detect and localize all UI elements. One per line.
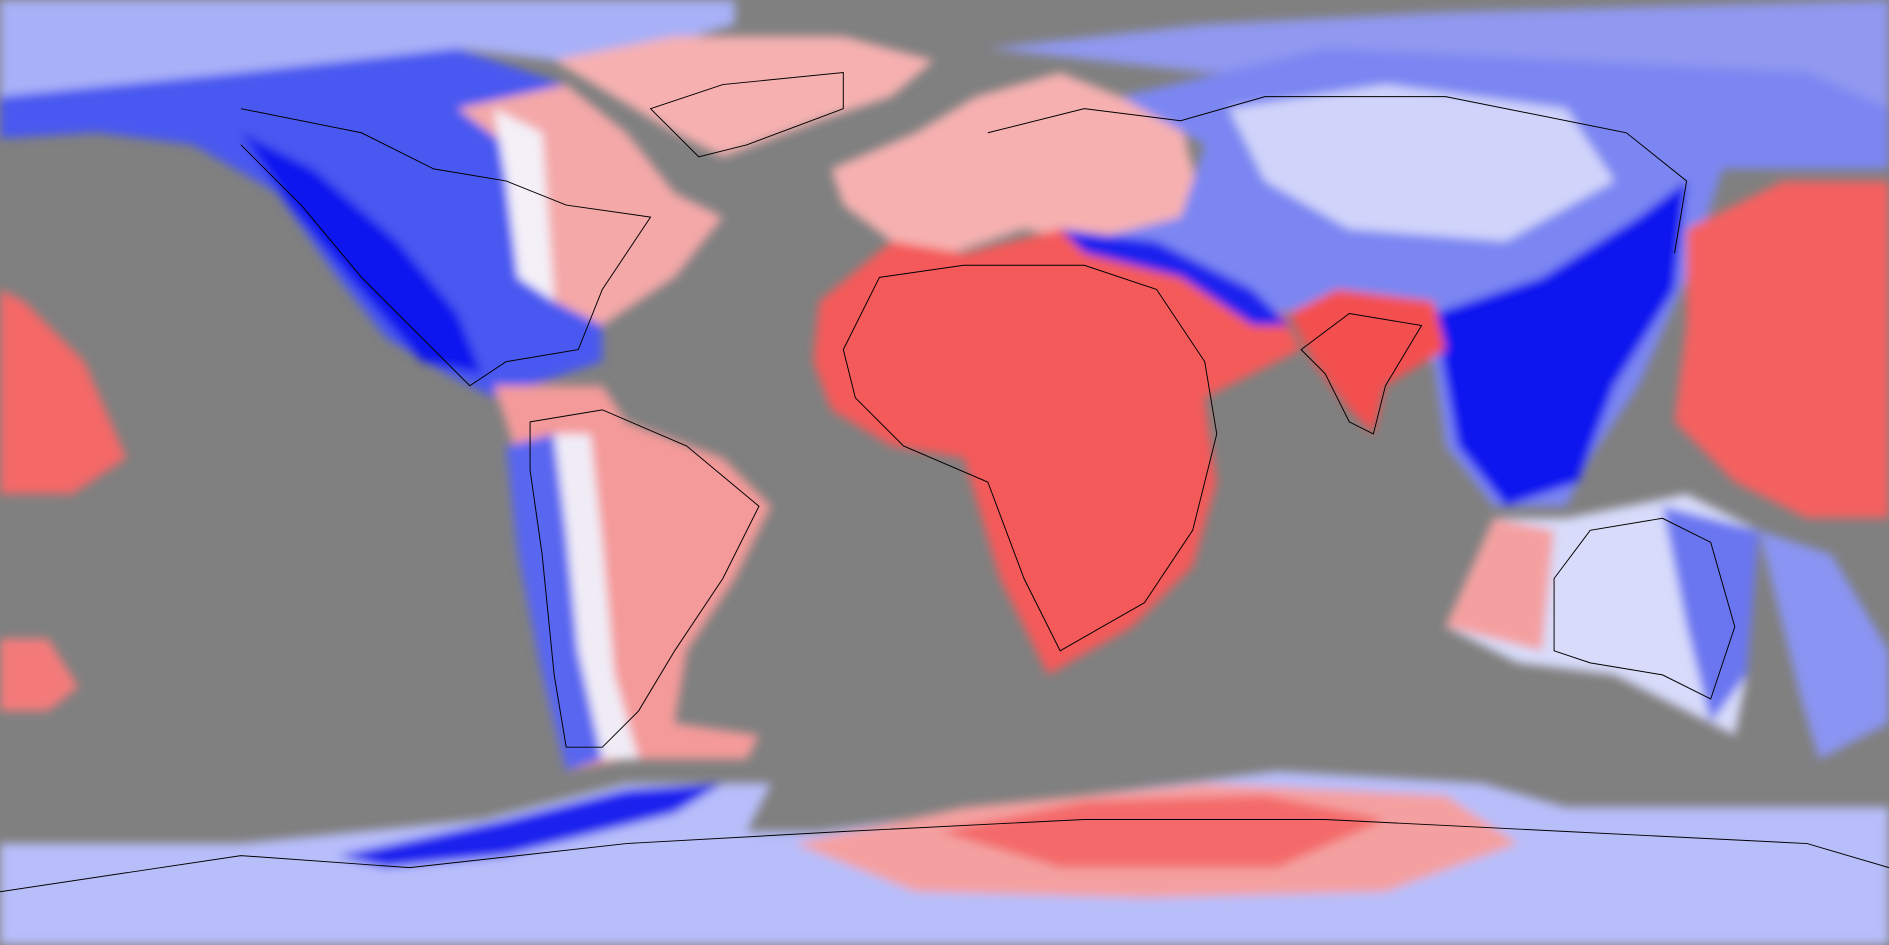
coast-north-america — [240, 108, 652, 387]
antarctica-core — [939, 795, 1386, 868]
coast-south-america — [529, 409, 760, 748]
coast-africa — [842, 264, 1218, 652]
pacific-east — [1674, 180, 1889, 519]
east-asia — [1433, 180, 1687, 507]
himalaya-west — [1060, 229, 1290, 326]
rockies — [240, 132, 482, 374]
coastlines — [0, 72, 1889, 893]
africa — [813, 229, 1302, 675]
greenland — [554, 36, 934, 157]
india — [1289, 289, 1446, 434]
north-america-mid — [493, 108, 555, 302]
coast-greenland — [649, 72, 844, 158]
andes-edge — [554, 433, 639, 760]
coast-eurasia — [987, 96, 1688, 254]
coast-australia — [1553, 517, 1736, 700]
australia-east — [1662, 506, 1759, 724]
andes — [505, 433, 603, 772]
new-zealand-area — [1758, 530, 1889, 760]
australia-west — [1445, 518, 1555, 651]
coast-antarctica — [0, 818, 1889, 893]
pacific-south — [0, 638, 79, 712]
siberia — [1228, 84, 1615, 242]
europe — [831, 72, 1205, 254]
antarctic-peninsula — [337, 783, 723, 868]
coast-india — [1300, 312, 1423, 435]
arctic-west — [0, 0, 735, 109]
pacific-west — [0, 289, 127, 495]
